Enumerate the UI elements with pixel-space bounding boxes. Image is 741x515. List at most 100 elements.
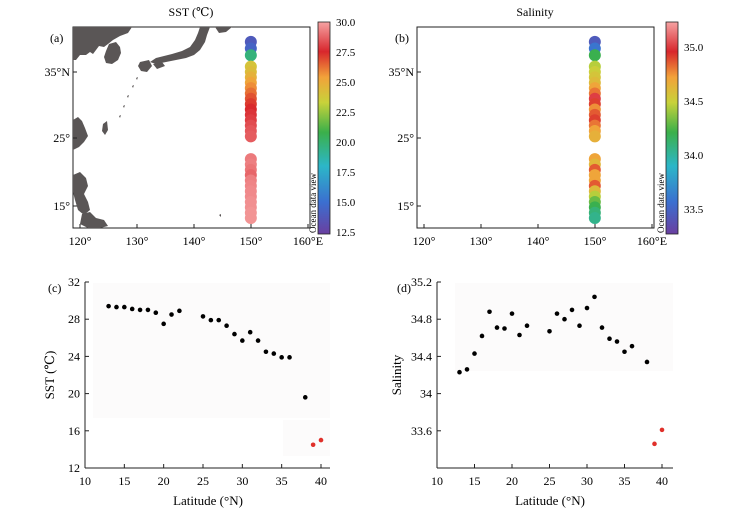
data-point	[279, 355, 284, 360]
data-point	[584, 305, 590, 311]
data-point	[607, 336, 612, 342]
cbar-b-tick-34-5: 34.5	[684, 96, 704, 108]
panel-a-title: SST (℃)	[169, 5, 214, 19]
x-tick-label: 35	[619, 474, 631, 488]
data-point	[247, 329, 253, 335]
x-tick-label: 20	[506, 474, 518, 488]
panel-b: Salinity (b) 35°N 25° 15° 120° 130° 140°	[389, 5, 704, 248]
cbar-a-tick-22-5: 22.5	[336, 107, 356, 119]
panel-c-outlier-bg	[283, 420, 330, 456]
korea-land	[73, 27, 132, 60]
cbar-b-tick-33-5: 33.5	[684, 204, 704, 216]
data-point	[177, 308, 182, 314]
china-coast	[73, 117, 88, 150]
panel-b-lon-130: 130°	[470, 234, 493, 248]
data-point	[547, 328, 552, 334]
philippines-south	[80, 212, 108, 228]
panel-d: 10 15 20 25 30 35 40 33.6 34 34.4 34.8 35.2 (d) Lat…	[389, 275, 673, 508]
philippines-luzon	[73, 172, 90, 215]
data-point	[114, 304, 119, 310]
y-tick-label: 28	[68, 312, 80, 326]
x-tick-label: 20	[158, 474, 170, 488]
y-tick-label: 20	[68, 387, 80, 401]
japan-honshu	[150, 27, 210, 64]
panel-b-lon-140: 140°	[527, 234, 550, 248]
x-tick-label: 15	[469, 474, 481, 488]
panel-a-stations	[244, 35, 257, 225]
panel-a-colorbar-ticks: 30.0 27.5 25.0 22.5 20.0 17.5 15.0 12.5	[336, 17, 356, 239]
data-point	[517, 332, 522, 338]
data-point	[271, 351, 277, 356]
data-point	[200, 314, 206, 319]
data-point	[457, 369, 462, 375]
data-point	[592, 294, 597, 300]
cbar-a-tick-12-5: 12.5	[336, 227, 356, 239]
data-point	[644, 359, 650, 365]
cbar-a-tick-30: 30.0	[336, 17, 356, 29]
panel-b-lon-150: 150°	[584, 234, 607, 248]
panel-d-points	[457, 294, 665, 447]
panel-a-lon-150: 150°	[240, 234, 263, 248]
cbar-b-tick-35: 35.0	[684, 42, 704, 54]
x-tick-label: 10	[79, 474, 91, 488]
data-point	[554, 311, 560, 316]
data-point	[614, 339, 620, 344]
panel-c: 10 15 20 25 30 35 40 12 16 20 24 28 32 (c) Latitude …	[42, 275, 330, 508]
panel-c-ylabel: SST (℃)	[42, 351, 57, 400]
cbar-a-tick-15: 15.0	[336, 197, 356, 209]
x-tick-label: 30	[236, 474, 248, 488]
data-point	[502, 326, 507, 331]
panel-b-colorbar	[665, 21, 679, 235]
guam-island	[219, 214, 221, 217]
data-point	[161, 321, 166, 327]
panel-a-lat-35: 35°N	[45, 65, 71, 79]
data-point	[106, 303, 111, 309]
y-tick-label: 32	[68, 275, 80, 289]
data-point	[629, 343, 635, 349]
panel-a: SST (℃) (a) 35°N 25° 15° 120° 130° 140°	[45, 5, 356, 248]
panel-b-axis-ticks	[417, 71, 653, 228]
panel-b-colorbar-ticks: 35.0 34.5 34.0 33.5	[684, 42, 704, 216]
data-point	[494, 325, 500, 330]
y-tick-label: 24	[68, 349, 80, 363]
x-tick-label: 35	[276, 474, 288, 488]
panel-a-lon-120: 120°	[69, 234, 92, 248]
panel-a-axis-ticks	[73, 71, 309, 228]
data-point	[122, 304, 127, 310]
data-point	[562, 316, 567, 322]
data-point	[509, 311, 515, 316]
japan-shikoku	[153, 62, 165, 69]
x-tick-label: 30	[581, 474, 593, 488]
panel-a-odv-credit: Ocean data view	[308, 173, 318, 233]
station-dot	[244, 212, 257, 225]
y-tick-label: 35.2	[411, 275, 432, 289]
panel-b-lon-160: 160°E	[637, 234, 667, 248]
data-point	[216, 317, 222, 323]
ryukyu-islands	[119, 77, 138, 118]
x-tick-label: 40	[315, 474, 327, 488]
data-point	[208, 317, 214, 323]
cbar-a-tick-25: 25.0	[336, 77, 356, 89]
korea-peninsula	[104, 42, 121, 64]
japan-kyushu	[138, 60, 152, 72]
data-point	[577, 323, 582, 329]
y-tick-label: 34	[420, 387, 432, 401]
outlier-point	[659, 427, 665, 433]
data-point	[599, 325, 605, 330]
panel-b-map-frame	[416, 26, 655, 229]
panel-d-tag: (d)	[397, 281, 411, 295]
data-point	[479, 333, 485, 339]
x-tick-label: 40	[656, 474, 668, 488]
hokkaido	[215, 27, 232, 33]
panel-a-land	[73, 27, 232, 228]
data-point	[487, 309, 492, 315]
data-point	[153, 310, 159, 315]
panel-c-axes: 10 15 20 25 30 35 40 12 16 20 24 28 32	[68, 275, 327, 488]
x-tick-label: 25	[197, 474, 209, 488]
outlier-point	[310, 442, 316, 448]
panel-d-ylabel: Salinity	[389, 354, 404, 395]
data-point	[569, 307, 575, 313]
data-point	[137, 307, 143, 313]
panel-a-lon-140: 140°	[183, 234, 206, 248]
data-point	[464, 367, 470, 372]
